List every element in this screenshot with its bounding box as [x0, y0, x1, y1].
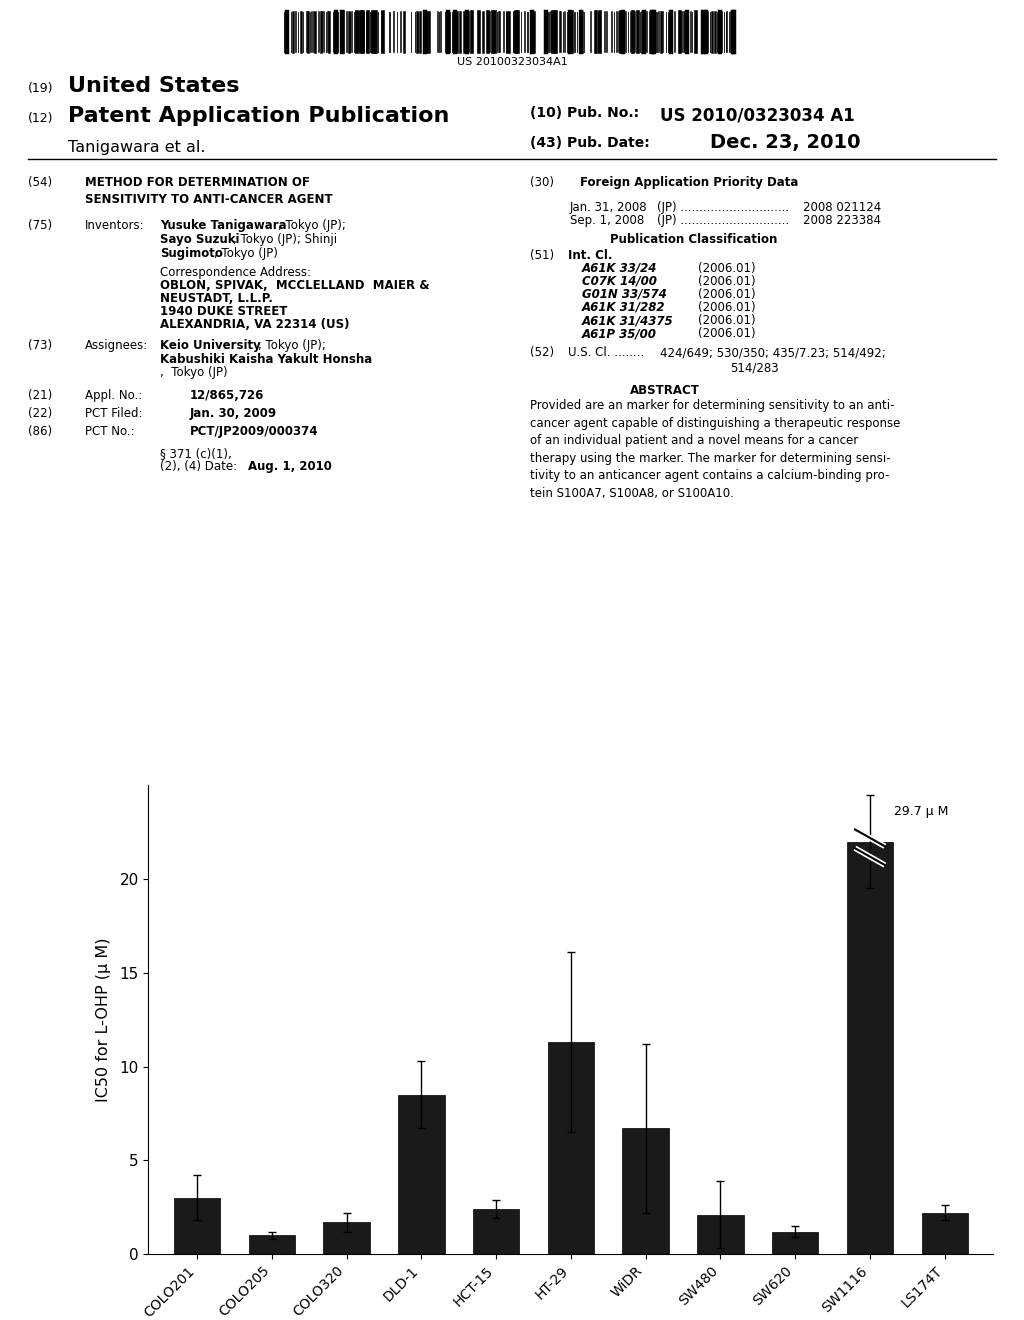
Text: (2006.01): (2006.01) — [698, 275, 756, 288]
Text: A61K 31/282: A61K 31/282 — [582, 301, 666, 314]
Text: (21): (21) — [28, 389, 52, 403]
Text: Tanigawara et al.: Tanigawara et al. — [68, 140, 206, 156]
Text: METHOD FOR DETERMINATION OF
SENSITIVITY TO ANTI-CANCER AGENT: METHOD FOR DETERMINATION OF SENSITIVITY … — [85, 176, 333, 206]
Text: Int. Cl.: Int. Cl. — [568, 248, 612, 261]
Text: (86): (86) — [28, 425, 52, 438]
Text: (52): (52) — [530, 346, 554, 359]
Text: Yusuke Tanigawara: Yusuke Tanigawara — [160, 219, 287, 232]
Bar — [847, 842, 893, 1254]
Text: 2008 021124: 2008 021124 — [803, 201, 882, 214]
Text: A61K 33/24: A61K 33/24 — [582, 261, 657, 275]
Text: ALEXANDRIA, VA 22314 (US): ALEXANDRIA, VA 22314 (US) — [160, 318, 349, 331]
Text: 424/649; 530/350; 435/7.23; 514/492;: 424/649; 530/350; 435/7.23; 514/492; — [660, 346, 886, 359]
Bar — [623, 1129, 669, 1254]
Bar — [249, 1236, 295, 1254]
Text: (2006.01): (2006.01) — [698, 301, 756, 314]
Text: , Tokyo (JP); Shinji: , Tokyo (JP); Shinji — [233, 232, 337, 246]
Text: PCT No.:: PCT No.: — [85, 425, 134, 438]
Text: Kabushiki Kaisha Yakult Honsha: Kabushiki Kaisha Yakult Honsha — [160, 354, 373, 366]
Text: Appl. No.:: Appl. No.: — [85, 389, 142, 403]
Text: (10) Pub. No.:: (10) Pub. No.: — [530, 107, 649, 120]
Text: (2006.01): (2006.01) — [698, 314, 756, 327]
Text: 1940 DUKE STREET: 1940 DUKE STREET — [160, 305, 288, 318]
Text: A61P 35/00: A61P 35/00 — [582, 327, 656, 341]
Text: 29.7 μ M: 29.7 μ M — [894, 805, 948, 818]
Text: ABSTRACT: ABSTRACT — [630, 384, 699, 397]
Text: (2), (4) Date:: (2), (4) Date: — [160, 461, 238, 474]
Text: (12): (12) — [28, 112, 53, 125]
Text: NEUSTADT, L.L.P.: NEUSTADT, L.L.P. — [160, 292, 272, 305]
Text: Publication Classification: Publication Classification — [610, 232, 777, 246]
Bar — [398, 1094, 444, 1254]
Text: Sayo Suzuki: Sayo Suzuki — [160, 232, 240, 246]
Text: Provided are an marker for determining sensitivity to an anti-
cancer agent capa: Provided are an marker for determining s… — [530, 399, 900, 500]
Text: Jan. 30, 2009: Jan. 30, 2009 — [190, 408, 278, 420]
Text: (73): (73) — [28, 339, 52, 352]
Bar — [548, 1043, 594, 1254]
Text: (2006.01): (2006.01) — [698, 327, 756, 341]
Text: (22): (22) — [28, 408, 52, 420]
Y-axis label: IC50 for L-OHP (μ M): IC50 for L-OHP (μ M) — [96, 937, 112, 1102]
Text: A61K 31/4375: A61K 31/4375 — [582, 314, 674, 327]
Text: Keio University: Keio University — [160, 339, 261, 352]
Text: Foreign Application Priority Data: Foreign Application Priority Data — [580, 176, 799, 189]
Text: Inventors:: Inventors: — [85, 219, 144, 232]
Bar — [174, 1197, 220, 1254]
Text: (30): (30) — [530, 176, 554, 189]
Text: Dec. 23, 2010: Dec. 23, 2010 — [710, 133, 860, 152]
Text: OBLON, SPIVAK,  MCCLELLAND  MAIER &: OBLON, SPIVAK, MCCLELLAND MAIER & — [160, 279, 429, 292]
Text: PCT Filed:: PCT Filed: — [85, 408, 142, 420]
Text: Aug. 1, 2010: Aug. 1, 2010 — [248, 461, 332, 474]
Text: U.S. Cl. ........: U.S. Cl. ........ — [568, 346, 644, 359]
Text: Sugimoto: Sugimoto — [160, 247, 223, 260]
Text: (JP) .............................: (JP) ............................. — [657, 201, 790, 214]
Text: US 2010/0323034 A1: US 2010/0323034 A1 — [660, 107, 855, 124]
Text: (54): (54) — [28, 176, 52, 189]
Text: C07K 14/00: C07K 14/00 — [582, 275, 656, 288]
Text: 2008 223384: 2008 223384 — [803, 214, 881, 227]
Text: (2006.01): (2006.01) — [698, 261, 756, 275]
Text: (51): (51) — [530, 248, 554, 261]
Bar — [922, 1213, 968, 1254]
Bar — [772, 1232, 818, 1254]
Text: , Tokyo (JP): , Tokyo (JP) — [214, 247, 278, 260]
Text: Assignees:: Assignees: — [85, 339, 148, 352]
Text: Sep. 1, 2008: Sep. 1, 2008 — [570, 214, 644, 227]
Text: (19): (19) — [28, 82, 53, 95]
Bar — [324, 1222, 370, 1254]
Text: § 371 (c)(1),: § 371 (c)(1), — [160, 447, 231, 461]
Text: 12/865,726: 12/865,726 — [190, 389, 264, 403]
Text: ,  Tokyo (JP): , Tokyo (JP) — [160, 366, 227, 379]
Text: G01N 33/574: G01N 33/574 — [582, 288, 667, 301]
Bar — [473, 1209, 519, 1254]
Text: Correspondence Address:: Correspondence Address: — [160, 265, 311, 279]
Text: (JP) .............................: (JP) ............................. — [657, 214, 790, 227]
Text: (43) Pub. Date:: (43) Pub. Date: — [530, 136, 650, 150]
Text: PCT/JP2009/000374: PCT/JP2009/000374 — [190, 425, 318, 438]
Text: , Tokyo (JP);: , Tokyo (JP); — [258, 339, 326, 352]
Text: 514/283: 514/283 — [730, 362, 778, 374]
Text: Jan. 31, 2008: Jan. 31, 2008 — [570, 201, 647, 214]
Text: (2006.01): (2006.01) — [698, 288, 756, 301]
Text: United States: United States — [68, 77, 240, 96]
Text: (75): (75) — [28, 219, 52, 232]
Text: Patent Application Publication: Patent Application Publication — [68, 107, 450, 127]
Text: , Tokyo (JP);: , Tokyo (JP); — [278, 219, 346, 232]
Bar — [697, 1214, 743, 1254]
Text: US 20100323034A1: US 20100323034A1 — [457, 57, 567, 67]
